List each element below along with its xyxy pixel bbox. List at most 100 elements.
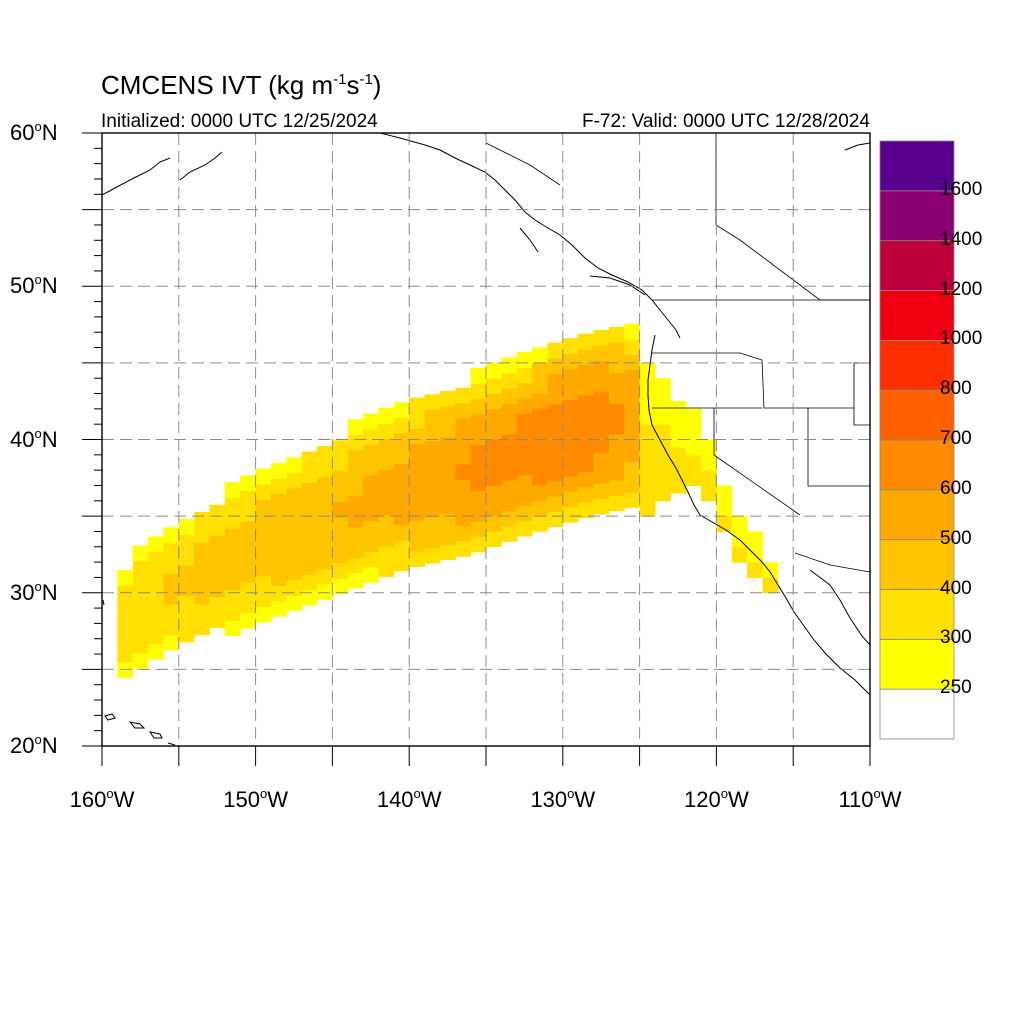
ivt-cell	[578, 440, 595, 457]
ivt-cell	[532, 454, 548, 471]
ivt-cell	[501, 464, 518, 481]
lon-label: 160oW	[69, 786, 135, 812]
ivt-cell	[547, 480, 564, 497]
ivt-cell	[317, 537, 333, 554]
ivt-cell	[547, 449, 564, 466]
ivt-cell	[593, 467, 610, 484]
ivt-cell	[624, 492, 641, 508]
ivt-cell	[455, 494, 472, 511]
ivt-cell	[639, 393, 656, 410]
ivt-cell	[593, 329, 610, 346]
ivt-cell	[317, 522, 333, 539]
lon-label: 130oW	[530, 786, 596, 812]
ivt-cell	[178, 519, 195, 536]
ivt-cell	[240, 567, 257, 583]
ivt-cell	[286, 564, 303, 581]
ivt-cell	[224, 543, 241, 560]
ivt-cell	[363, 536, 379, 553]
ivt-cell	[486, 469, 502, 486]
ivt-cell	[470, 429, 487, 446]
lat-label: 20oN	[10, 732, 58, 758]
ivt-cell	[639, 454, 656, 471]
ivt-cell	[424, 440, 441, 457]
ivt-cell	[424, 470, 441, 487]
ivt-cell	[701, 454, 717, 471]
ivt-cell	[562, 506, 579, 523]
ivt-cell	[439, 406, 456, 423]
colorbar-segment	[879, 140, 955, 192]
ivt-cell	[470, 367, 487, 384]
ivt-cell	[117, 616, 134, 632]
ivt-cell	[378, 530, 395, 547]
ivt-cell	[255, 468, 272, 485]
ivt-cell	[178, 565, 195, 581]
ivt-cell	[593, 406, 610, 423]
ivt-cell	[685, 439, 702, 456]
ivt-cell	[470, 536, 487, 553]
ivt-cell	[270, 554, 287, 571]
ivt-cell	[547, 358, 564, 374]
ivt-cell	[224, 482, 241, 499]
ivt-cell	[562, 491, 579, 508]
ivt-cell	[163, 588, 180, 605]
ivt-cell	[378, 561, 395, 578]
ivt-cell	[578, 486, 595, 503]
ivt-cell	[301, 466, 318, 483]
ivt-cell	[393, 463, 410, 480]
ivt-cell	[424, 425, 441, 441]
ivt-cell	[608, 449, 625, 466]
ivt-cell	[608, 464, 625, 481]
initialized-time: Initialized: 0000 UTC 12/25/2024	[101, 111, 378, 132]
ivt-cell	[501, 388, 518, 404]
ivt-cell	[332, 470, 349, 487]
ivt-cell	[301, 589, 318, 606]
ivt-cell	[194, 527, 211, 544]
colorbar-segment	[879, 339, 955, 391]
ivt-cell	[562, 476, 579, 492]
colorbar-level-label: 800	[940, 378, 972, 400]
colorbar-level-label: 1400	[940, 228, 983, 250]
ivt-cell	[455, 525, 472, 542]
ivt-cell	[209, 612, 226, 628]
ivt-cell	[547, 388, 564, 405]
ivt-cell	[178, 595, 195, 612]
colorbar-segment	[879, 190, 955, 242]
ivt-cell	[439, 452, 456, 469]
ivt-cell	[654, 470, 671, 486]
colorbar-segment	[879, 389, 955, 441]
ivt-cell	[363, 459, 379, 476]
ivt-cell	[685, 454, 702, 471]
ivt-cell	[117, 585, 134, 602]
ivt-cell	[363, 444, 379, 461]
ivt-cell	[516, 474, 533, 491]
ivt-cell	[194, 557, 211, 574]
ivt-cell	[286, 533, 303, 550]
ivt-cell	[270, 493, 287, 510]
ivt-cell	[378, 469, 395, 486]
ivt-cell	[347, 541, 364, 558]
ivt-cell	[532, 362, 548, 379]
ivt-cell	[562, 460, 579, 477]
ivt-cell	[255, 514, 272, 531]
ivt-cell	[209, 596, 226, 613]
ivt-cell	[317, 583, 333, 600]
ivt-cell	[578, 456, 595, 473]
ivt-cell	[547, 495, 564, 512]
ivt-cell	[486, 423, 502, 440]
ivt-cell	[455, 464, 472, 481]
ivt-cell	[486, 500, 502, 517]
ivt-cell	[532, 500, 548, 517]
ivt-cell	[332, 486, 349, 503]
ivt-cell	[393, 402, 410, 419]
ivt-cell	[624, 323, 641, 340]
ivt-cell	[286, 518, 303, 535]
ivt-cell	[547, 465, 564, 482]
ivt-cell	[608, 388, 625, 404]
ivt-cell	[270, 462, 287, 479]
ivt-cell	[317, 491, 333, 508]
ivt-cell	[547, 419, 564, 436]
ivt-cell	[378, 515, 395, 532]
lat-label: 40oN	[10, 425, 58, 452]
ivt-cell	[240, 521, 257, 537]
ivt-cell	[332, 547, 349, 564]
